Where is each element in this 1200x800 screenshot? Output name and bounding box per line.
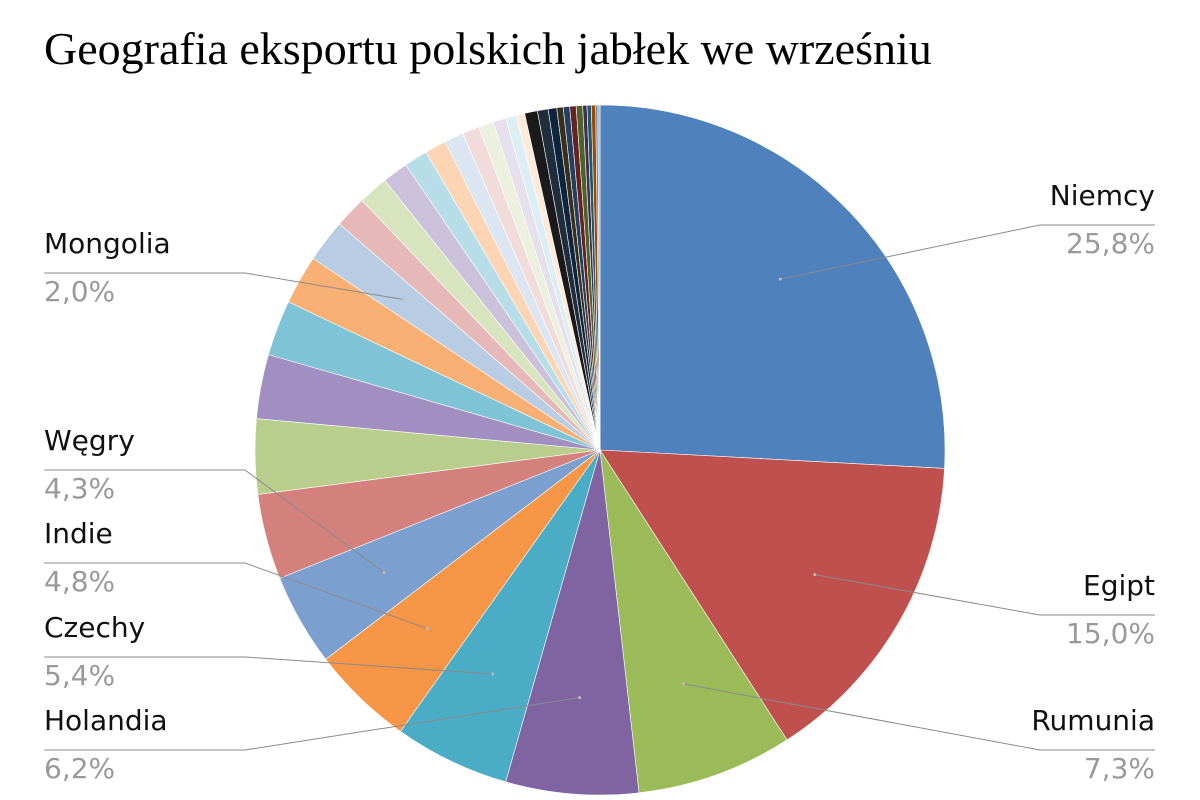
leader-line (44, 272, 403, 300)
leader-line (814, 574, 1155, 616)
leader-line (44, 469, 385, 574)
pie-slice (599, 449, 945, 741)
pie-slice (597, 104, 601, 451)
leader-dot (813, 573, 817, 577)
slice-label: Węgry (44, 424, 135, 457)
slice-value-label: 2,0% (44, 275, 115, 308)
leader-dot (491, 672, 495, 676)
pie-slice (505, 449, 640, 796)
slice-label: Mongolia (44, 227, 171, 260)
leader-line (780, 224, 1155, 280)
leader-dot (382, 571, 386, 575)
slice-value-label: 4,8% (44, 565, 115, 598)
leader-line (44, 562, 428, 630)
slice-value-label: 15,0% (1066, 617, 1155, 650)
slice-label: Holandia (44, 704, 168, 737)
leader-line (683, 683, 1155, 751)
leader-line (44, 697, 580, 751)
leader-line (44, 656, 493, 675)
slice-label: Rumunia (1031, 704, 1155, 737)
slice-label: Indie (44, 517, 113, 550)
slice-value-label: 4,3% (44, 472, 115, 505)
slice-label: Niemcy (1050, 179, 1155, 212)
pie-slice (599, 104, 946, 469)
leader-dot (682, 682, 686, 686)
leader-dot (425, 627, 429, 631)
slice-label: Egipt (1083, 569, 1155, 602)
slice-value-label: 6,2% (44, 752, 115, 785)
leader-dot (578, 696, 582, 700)
chart-title: Geografia eksportu polskich jabłek we wr… (44, 23, 932, 74)
slice-value-label: 25,8% (1066, 227, 1155, 260)
leader-dot (400, 297, 404, 301)
slice-label: Czechy (44, 611, 145, 644)
pie-slice (599, 449, 788, 794)
slice-value-label: 7,3% (1084, 752, 1155, 785)
leader-dot (778, 277, 782, 281)
slice-value-label: 5,4% (44, 659, 115, 692)
